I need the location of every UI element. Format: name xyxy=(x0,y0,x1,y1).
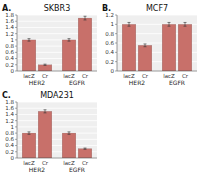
tick-label: 0.4 xyxy=(105,49,114,55)
error-bar xyxy=(68,39,71,41)
group-label: HER2 xyxy=(29,166,45,173)
tick-label: 0.8 xyxy=(5,130,14,136)
bar-label: Cr xyxy=(142,73,149,79)
group-label: EGFR xyxy=(69,79,85,86)
bar xyxy=(22,133,36,158)
y-axis xyxy=(17,15,18,71)
bar-label: lacZ xyxy=(63,160,75,166)
tick-label: 0.6 xyxy=(5,136,14,142)
x-axis xyxy=(17,71,97,72)
y-axis xyxy=(17,102,18,158)
error-bar xyxy=(84,16,87,20)
x-axis xyxy=(117,71,197,72)
tick-label: 0 xyxy=(111,68,115,74)
bar-label: Cr xyxy=(82,160,89,166)
tick-label: 0.2 xyxy=(5,62,14,68)
plot-area xyxy=(22,16,92,71)
y-axis xyxy=(117,15,118,71)
bar xyxy=(78,149,92,158)
plot-background xyxy=(17,15,97,71)
plot-background xyxy=(117,15,197,71)
figure: 00.20.40.60.811.21.41.61.8lacZCrHER2lacZ… xyxy=(0,0,200,175)
plot-area xyxy=(122,22,192,71)
group-label: HER2 xyxy=(129,79,145,86)
bar xyxy=(62,133,76,158)
error-bar xyxy=(68,132,71,134)
group-label: HER2 xyxy=(29,79,45,86)
tick-label: 0.4 xyxy=(5,55,14,61)
bar xyxy=(22,40,36,71)
panel-label: A. xyxy=(2,4,11,13)
panel: 00.20.40.60.811.2lacZCrHER2lacZCrEGFRMCF… xyxy=(102,4,197,86)
panel-label: B. xyxy=(102,4,111,13)
bar xyxy=(178,24,192,71)
tick-label: 0.6 xyxy=(105,40,114,46)
error-bar xyxy=(168,22,171,26)
bar xyxy=(78,18,92,71)
tick-label: 0.6 xyxy=(5,49,14,55)
tick-label: 0.2 xyxy=(5,149,14,155)
bar xyxy=(122,24,136,71)
grid-line xyxy=(17,126,97,127)
bar-label: Cr xyxy=(82,73,89,79)
x-axis xyxy=(17,158,97,159)
error-bar xyxy=(128,22,131,26)
bar xyxy=(38,111,52,158)
bar-label: Cr xyxy=(182,73,189,79)
bar xyxy=(138,45,152,71)
error-bar xyxy=(28,39,31,41)
tick-label: 1 xyxy=(11,37,15,43)
group-label: EGFR xyxy=(169,79,185,86)
error-bar xyxy=(84,148,87,149)
grid-line xyxy=(17,133,97,134)
bar xyxy=(62,40,76,71)
error-bar xyxy=(144,44,147,47)
plot-background xyxy=(17,102,97,158)
tick-label: 0 xyxy=(11,155,15,161)
panel: 00.20.40.60.811.21.41.61.8lacZCrHER2lacZ… xyxy=(2,4,97,86)
bar-label: lacZ xyxy=(163,73,175,79)
grid-line xyxy=(17,108,97,109)
grid-line xyxy=(17,114,97,115)
tick-label: 1.4 xyxy=(5,111,14,117)
error-bar xyxy=(28,132,31,134)
bar-label: lacZ xyxy=(23,73,35,79)
title: MCF7 xyxy=(146,4,168,13)
bar-label: lacZ xyxy=(23,160,35,166)
grid-line xyxy=(117,15,197,16)
title: MDA231 xyxy=(40,91,74,100)
tick-label: 0.2 xyxy=(105,59,114,65)
tick-label: 0.8 xyxy=(105,31,114,37)
grid-line xyxy=(17,15,97,16)
bar-label: Cr xyxy=(42,73,49,79)
bar xyxy=(38,65,52,71)
bar-label: Cr xyxy=(42,160,49,166)
group-label: EGFR xyxy=(69,166,85,173)
tick-label: 1.2 xyxy=(5,31,14,37)
tick-label: 1 xyxy=(11,124,15,130)
bar xyxy=(162,24,176,71)
panel: 00.20.40.60.811.21.41.61.8lacZCrHER2lacZ… xyxy=(2,91,97,173)
title: SKBR3 xyxy=(44,4,70,13)
tick-label: 1.2 xyxy=(5,118,14,124)
error-bar xyxy=(44,110,47,113)
panel-label: C. xyxy=(2,91,11,100)
bar-label: lacZ xyxy=(63,73,75,79)
plot-area xyxy=(22,110,92,158)
tick-label: 1 xyxy=(111,21,115,27)
grid-line xyxy=(17,102,97,103)
tick-label: 1.6 xyxy=(5,18,14,24)
tick-label: 0.8 xyxy=(5,43,14,49)
tick-label: 1.4 xyxy=(5,24,14,30)
bar-label: lacZ xyxy=(123,73,135,79)
error-bar xyxy=(44,64,47,65)
tick-label: 0 xyxy=(11,68,15,74)
tick-label: 1.6 xyxy=(5,105,14,111)
tick-label: 0.4 xyxy=(5,142,14,148)
error-bar xyxy=(184,22,187,26)
grid-line xyxy=(17,120,97,121)
